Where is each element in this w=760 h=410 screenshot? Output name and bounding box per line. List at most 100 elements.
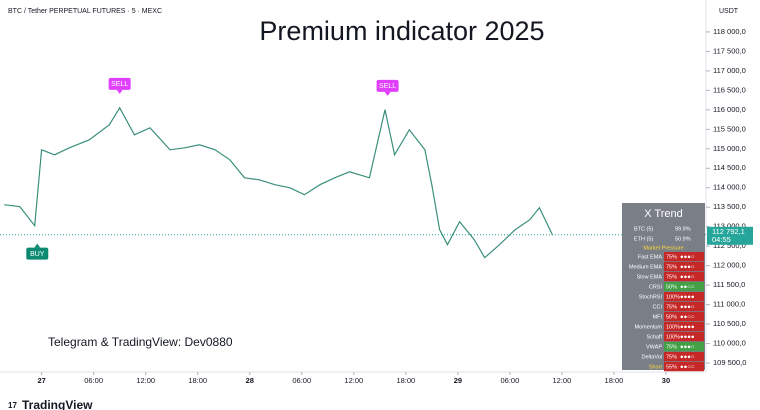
y-tick-label: 111 500,0: [713, 280, 745, 289]
row-name: MFI: [653, 314, 663, 320]
row-dots: ●●●●: [680, 295, 695, 301]
logo-mark: 17: [8, 401, 17, 410]
signal-label: BUY: [30, 251, 45, 258]
x-tick-label: 18:00: [188, 376, 207, 385]
x-tick-label: 12:00: [344, 376, 363, 385]
row-cell: [664, 272, 704, 282]
row-dots: ●●●○: [680, 305, 695, 311]
row-name: Medium EMA: [629, 264, 662, 270]
row-pct: 50%: [666, 284, 677, 290]
chart-title: Premium indicator 2025: [259, 16, 544, 46]
x-tick-label: 12:00: [136, 376, 155, 385]
row-name: Schaff: [647, 334, 663, 340]
row-name: StochRSI: [639, 294, 663, 300]
y-tick-label: 115 000,0: [713, 144, 746, 153]
signal-box: [108, 77, 131, 90]
row-name: Short: [649, 364, 663, 370]
y-tick-label: 117 000,0: [713, 66, 746, 75]
y-tick-label: 116 000,0: [713, 105, 746, 114]
row-name: CCI: [653, 304, 663, 310]
y-tick-label: 112 500,0: [713, 241, 746, 250]
unit-label: USDT: [719, 8, 739, 15]
row-dots: ●●○○: [680, 315, 695, 321]
y-tick-label: 113 500,0: [713, 202, 746, 211]
row-pct: 75%: [666, 354, 677, 360]
row-cell: [664, 362, 704, 372]
row-dots: ●●●●: [680, 335, 695, 341]
signal-label: SELL: [379, 83, 396, 90]
row-pct: 75%: [666, 344, 677, 350]
pair-value: 99.9%: [675, 226, 691, 232]
pair-name: BTC (5): [634, 226, 653, 232]
row-name: VWAP: [646, 344, 662, 350]
y-tick-label: 115 500,0: [713, 124, 746, 133]
row-pct: 75%: [666, 304, 677, 310]
row-cell: [664, 292, 704, 302]
x-tick-label: 18:00: [396, 376, 415, 385]
row-pct: 100%: [666, 334, 680, 340]
row-cell: [664, 252, 704, 262]
row-name: DeltaVol: [642, 354, 663, 360]
signal-label: SELL: [111, 81, 128, 88]
y-tick-label: 111 000,0: [713, 300, 745, 309]
row-dots: ●●○○: [680, 285, 695, 291]
y-tick-label: 112 000,0: [713, 261, 746, 270]
signal-box: [26, 247, 49, 260]
row-pct: 50%: [666, 314, 677, 320]
y-tick-label: 109 500,0: [713, 358, 746, 367]
x-tick-label: 27: [37, 376, 45, 385]
row-dots: ●●●○: [680, 265, 695, 271]
row-dots: ●●●●: [680, 325, 695, 331]
row-cell: [664, 342, 704, 352]
last-price-box: [707, 226, 753, 245]
row-dots: ●●●○: [680, 255, 695, 261]
x-tick-label: 06:00: [292, 376, 311, 385]
row-pct: 75%: [666, 264, 677, 270]
pair-name: ETH (5): [634, 236, 653, 242]
row-dots: ●●●○: [680, 345, 695, 351]
row-cell: [664, 282, 704, 292]
brand: TradingView: [22, 398, 93, 410]
y-tick-label: 114 500,0: [713, 163, 746, 172]
row-dots: ●●●○: [680, 275, 695, 281]
row-cell: [664, 312, 704, 322]
row-pct: 75%: [666, 274, 677, 280]
last-price-label: 112 792,1: [712, 227, 745, 236]
y-tick-label: 114 000,0: [713, 183, 746, 192]
row-pct: 100%: [666, 324, 680, 330]
x-tick-label: 30: [662, 376, 670, 385]
row-cell: [664, 332, 704, 342]
symbol-header: BTC / Tether PERPETUAL FUTURES · 5 · MEX…: [8, 8, 162, 15]
pair-value: 50.9%: [675, 236, 691, 242]
row-cell: [664, 352, 704, 362]
x-tick-label: 18:00: [605, 376, 624, 385]
signal-box: [376, 79, 399, 92]
x-tick-label: 29: [454, 376, 462, 385]
signal-pointer: [384, 91, 391, 96]
x-tick-label: 12:00: [553, 376, 572, 385]
y-tick-label: 116 500,0: [713, 85, 746, 94]
row-pct: 55%: [666, 364, 677, 370]
y-tick-label: 110 000,0: [713, 339, 746, 348]
row-cell: [664, 262, 704, 272]
signal-pointer: [34, 243, 41, 248]
row-dots: ●●○○: [680, 365, 695, 371]
panel-title: X Trend: [644, 208, 683, 220]
signal-pointer: [116, 89, 123, 94]
x-tick-label: 06:00: [500, 376, 519, 385]
row-name: Momentum: [634, 324, 662, 330]
x-tick-label: 28: [246, 376, 254, 385]
row-cell: [664, 302, 704, 312]
row-name: CRSI: [649, 284, 663, 290]
y-tick-label: 110 500,0: [713, 319, 746, 328]
price-line: [4, 106, 553, 259]
row-cell: [664, 322, 704, 332]
row-dots: ●●●○: [680, 355, 695, 361]
panel-section: Market Pressure: [643, 245, 683, 251]
annotation: Telegram & TradingView: Dev0880: [48, 335, 233, 349]
y-tick-label: 118 000,0: [713, 27, 746, 36]
row-pct: 100%: [666, 294, 680, 300]
last-price-timer: 04:55: [712, 235, 731, 244]
